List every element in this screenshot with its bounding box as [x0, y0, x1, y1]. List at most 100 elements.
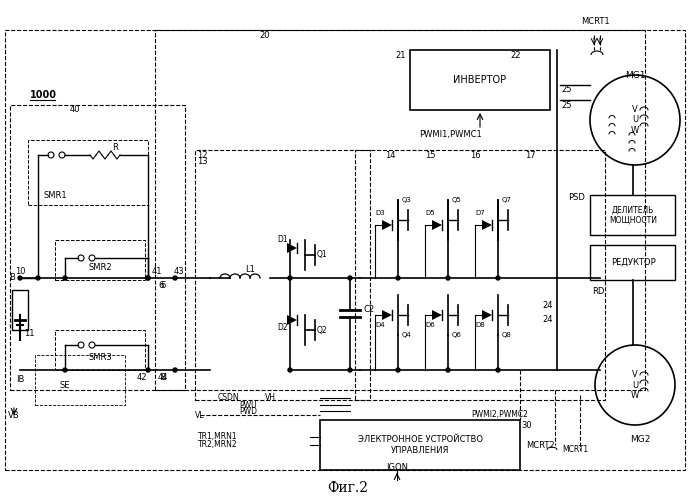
- Circle shape: [173, 276, 177, 280]
- Text: D5: D5: [425, 210, 435, 216]
- Text: 43: 43: [174, 266, 184, 276]
- Text: SMR3: SMR3: [88, 354, 112, 362]
- Polygon shape: [432, 220, 442, 230]
- Text: ИНВЕРТОР: ИНВЕРТОР: [454, 75, 507, 85]
- Circle shape: [36, 276, 40, 280]
- Text: 44: 44: [158, 374, 169, 382]
- Text: MG2: MG2: [630, 436, 650, 444]
- Text: ЭЛЕКТРОННОЕ УСТРОЙСТВО
УПРАВЛЕНИЯ: ЭЛЕКТРОННОЕ УСТРОЙСТВО УПРАВЛЕНИЯ: [358, 436, 482, 454]
- Text: 11: 11: [24, 328, 34, 338]
- Text: Q4: Q4: [402, 332, 412, 338]
- Text: Q3: Q3: [402, 197, 412, 203]
- Circle shape: [63, 276, 67, 280]
- Text: V
U
W: V U W: [631, 370, 639, 400]
- Circle shape: [496, 276, 500, 280]
- Text: 6: 6: [158, 280, 163, 289]
- Text: РЕДУКТОР: РЕДУКТОР: [611, 258, 655, 266]
- Text: 1000: 1000: [30, 90, 57, 100]
- Text: 20: 20: [260, 30, 270, 40]
- Text: 24: 24: [543, 300, 553, 310]
- Bar: [10, 105, 185, 390]
- Bar: [355, 150, 605, 400]
- Text: V
U
W: V U W: [631, 105, 639, 135]
- Bar: [155, 30, 645, 390]
- Bar: [55, 330, 145, 370]
- Text: Q2: Q2: [317, 326, 328, 334]
- Text: 17: 17: [525, 150, 535, 160]
- Text: MCRT1: MCRT1: [562, 446, 588, 454]
- Text: IB: IB: [16, 376, 24, 384]
- Text: CSDN: CSDN: [217, 394, 239, 402]
- Text: D2: D2: [277, 324, 289, 332]
- Text: RD: RD: [592, 288, 604, 296]
- Text: VL: VL: [195, 410, 205, 420]
- Text: Q1: Q1: [317, 250, 328, 260]
- Text: Q8: Q8: [502, 332, 512, 338]
- Text: 22: 22: [510, 50, 521, 59]
- Bar: [590, 245, 675, 280]
- Polygon shape: [382, 220, 392, 230]
- Bar: [12, 290, 28, 330]
- Circle shape: [348, 368, 352, 372]
- Text: 6: 6: [160, 280, 166, 289]
- Text: SE: SE: [60, 380, 70, 390]
- Text: PWD: PWD: [239, 406, 257, 416]
- Circle shape: [288, 276, 292, 280]
- Text: PWMI2,PWMC2: PWMI2,PWMC2: [472, 410, 528, 420]
- Text: 42: 42: [137, 374, 147, 382]
- Text: 10: 10: [15, 268, 25, 276]
- Polygon shape: [482, 310, 492, 320]
- Bar: [35, 355, 125, 405]
- Text: 12: 12: [197, 150, 208, 160]
- Text: VB: VB: [8, 410, 20, 420]
- Text: Фиг.2: Фиг.2: [328, 481, 369, 495]
- Text: TR2,MRN2: TR2,MRN2: [198, 440, 238, 450]
- Text: SMR1: SMR1: [43, 190, 67, 200]
- Text: 25: 25: [562, 100, 572, 110]
- Text: 8: 8: [160, 372, 166, 382]
- Text: Q7: Q7: [502, 197, 512, 203]
- Text: D4: D4: [375, 322, 385, 328]
- Circle shape: [446, 276, 450, 280]
- Text: 16: 16: [470, 150, 480, 160]
- Polygon shape: [432, 310, 442, 320]
- Bar: [410, 50, 550, 110]
- Text: 30: 30: [521, 420, 533, 430]
- Text: B: B: [9, 274, 15, 282]
- Text: 24: 24: [543, 316, 553, 324]
- Text: MCRT2: MCRT2: [526, 440, 554, 450]
- Circle shape: [146, 368, 150, 372]
- Text: 40: 40: [70, 106, 80, 114]
- Text: D6: D6: [425, 322, 435, 328]
- Polygon shape: [287, 243, 297, 253]
- Text: 14: 14: [385, 150, 395, 160]
- Circle shape: [396, 368, 400, 372]
- Text: TR1,MRN1: TR1,MRN1: [198, 432, 238, 442]
- Text: D7: D7: [475, 210, 485, 216]
- Text: C2: C2: [363, 306, 374, 314]
- Text: ДЕЛИТЕЛЬ
МОЩНОСТИ: ДЕЛИТЕЛЬ МОЩНОСТИ: [609, 206, 657, 225]
- Text: MCRT1: MCRT1: [581, 18, 609, 26]
- Text: 13: 13: [197, 158, 208, 166]
- Text: L1: L1: [245, 266, 255, 274]
- Circle shape: [18, 276, 22, 280]
- Circle shape: [496, 368, 500, 372]
- Text: Q5: Q5: [452, 197, 461, 203]
- Text: R: R: [112, 144, 118, 152]
- Text: VH: VH: [264, 394, 275, 402]
- Text: D3: D3: [375, 210, 385, 216]
- Bar: [55, 240, 145, 280]
- Text: PWMI1,PWMC1: PWMI1,PWMC1: [419, 130, 482, 140]
- Text: 15: 15: [424, 150, 435, 160]
- Text: D8: D8: [475, 322, 485, 328]
- Text: D1: D1: [277, 236, 289, 244]
- Polygon shape: [287, 315, 297, 325]
- Circle shape: [146, 276, 150, 280]
- Circle shape: [173, 368, 177, 372]
- Polygon shape: [382, 310, 392, 320]
- Circle shape: [446, 368, 450, 372]
- Circle shape: [288, 368, 292, 372]
- Circle shape: [63, 368, 67, 372]
- Bar: [5, 30, 685, 470]
- Bar: [320, 420, 520, 470]
